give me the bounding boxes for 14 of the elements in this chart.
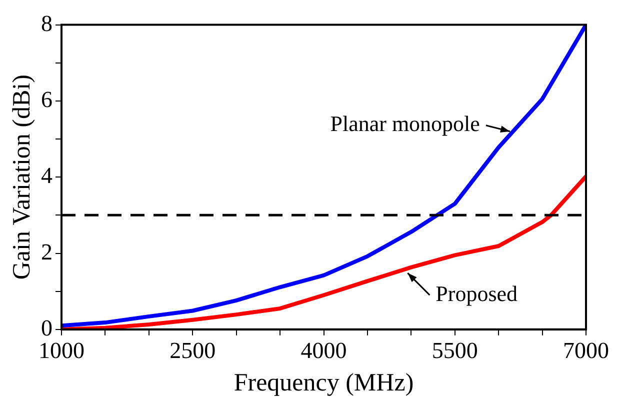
- x-tick-label: 1000: [38, 338, 84, 364]
- x-axis-title: Frequency (MHz): [234, 370, 414, 397]
- annotation: Planar monopole: [330, 111, 480, 136]
- y-tick-label: 2: [41, 239, 52, 264]
- x-tick-label: 5500: [432, 338, 478, 364]
- y-tick-label: 8: [41, 10, 52, 36]
- y-axis-title: Gain Variation (dBi): [8, 74, 36, 280]
- x-tick-label: 2500: [170, 338, 216, 364]
- y-tick-label: 0: [41, 315, 52, 340]
- x-tick-label: 4000: [300, 338, 347, 364]
- x-tick-label: 7000: [563, 338, 609, 364]
- annotation: Proposed: [436, 280, 518, 306]
- y-tick-label: 4: [41, 163, 53, 188]
- y-tick-label: 6: [41, 86, 52, 112]
